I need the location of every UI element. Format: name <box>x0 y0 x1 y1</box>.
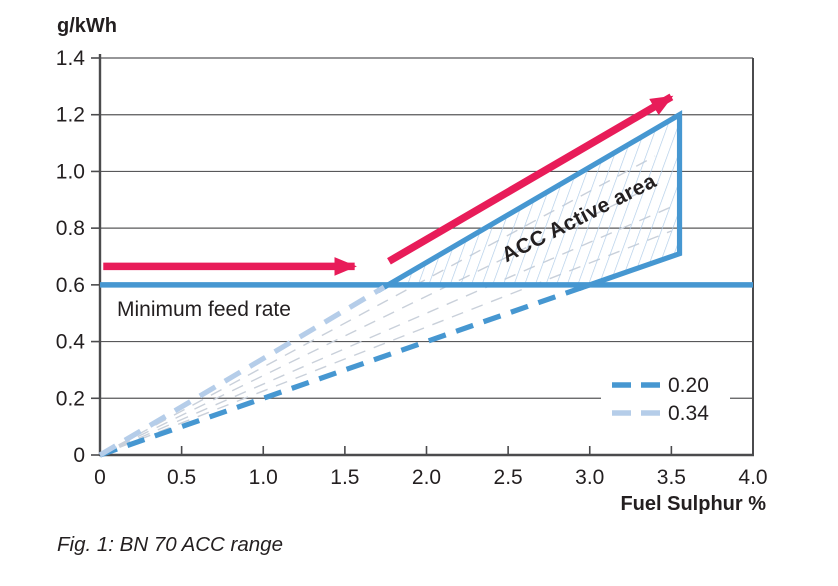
x-tick-label: 2.5 <box>494 466 523 489</box>
series-ratio_0_34 <box>98 284 386 458</box>
x-tick-label: 3.0 <box>575 466 604 489</box>
x-tick-label: 1.5 <box>330 466 359 489</box>
x-tick-label: 4.0 <box>738 466 767 489</box>
y-tick-label: 1.4 <box>56 47 86 70</box>
legend-label-0-20: 0.20 <box>668 374 709 397</box>
legend: 0.20 0.34 <box>601 370 730 426</box>
y-axis-title: g/kWh <box>57 15 117 37</box>
x-tick-label: 2.0 <box>412 466 441 489</box>
arrows-layer <box>103 93 674 276</box>
y-tick-label: 0 <box>73 444 85 467</box>
series-layer <box>98 282 753 458</box>
acc-feed-rate-arrow <box>387 93 674 265</box>
y-tick-label: 0.8 <box>56 217 85 240</box>
x-tick-label: 0.5 <box>167 466 196 489</box>
grid-layer: 0 0.2 0.4 0.6 0.8 1.0 1.2 1.4 0 0.5 1.0 1.5 2.0 2.5 3.… <box>56 47 768 489</box>
x-axis-title: Fuel Sulphur % <box>620 493 766 515</box>
x-tick-label: 0 <box>94 466 106 489</box>
y-tick-label: 0.4 <box>56 331 86 354</box>
y-tick-label: 0.2 <box>56 387 85 410</box>
figure-caption: Fig. 1: BN 70 ACC range <box>57 533 283 556</box>
x-tick-label: 1.0 <box>249 466 278 489</box>
y-tick-label: 1.0 <box>56 160 85 183</box>
y-tick-label: 0.6 <box>56 274 85 297</box>
legend-label-0-34: 0.34 <box>668 402 709 425</box>
minimum-feed-rate-label: Minimum feed rate <box>117 298 291 321</box>
x-tick-label: 3.5 <box>657 466 686 489</box>
y-tick-label: 1.2 <box>56 104 85 127</box>
legend-background <box>601 370 730 426</box>
